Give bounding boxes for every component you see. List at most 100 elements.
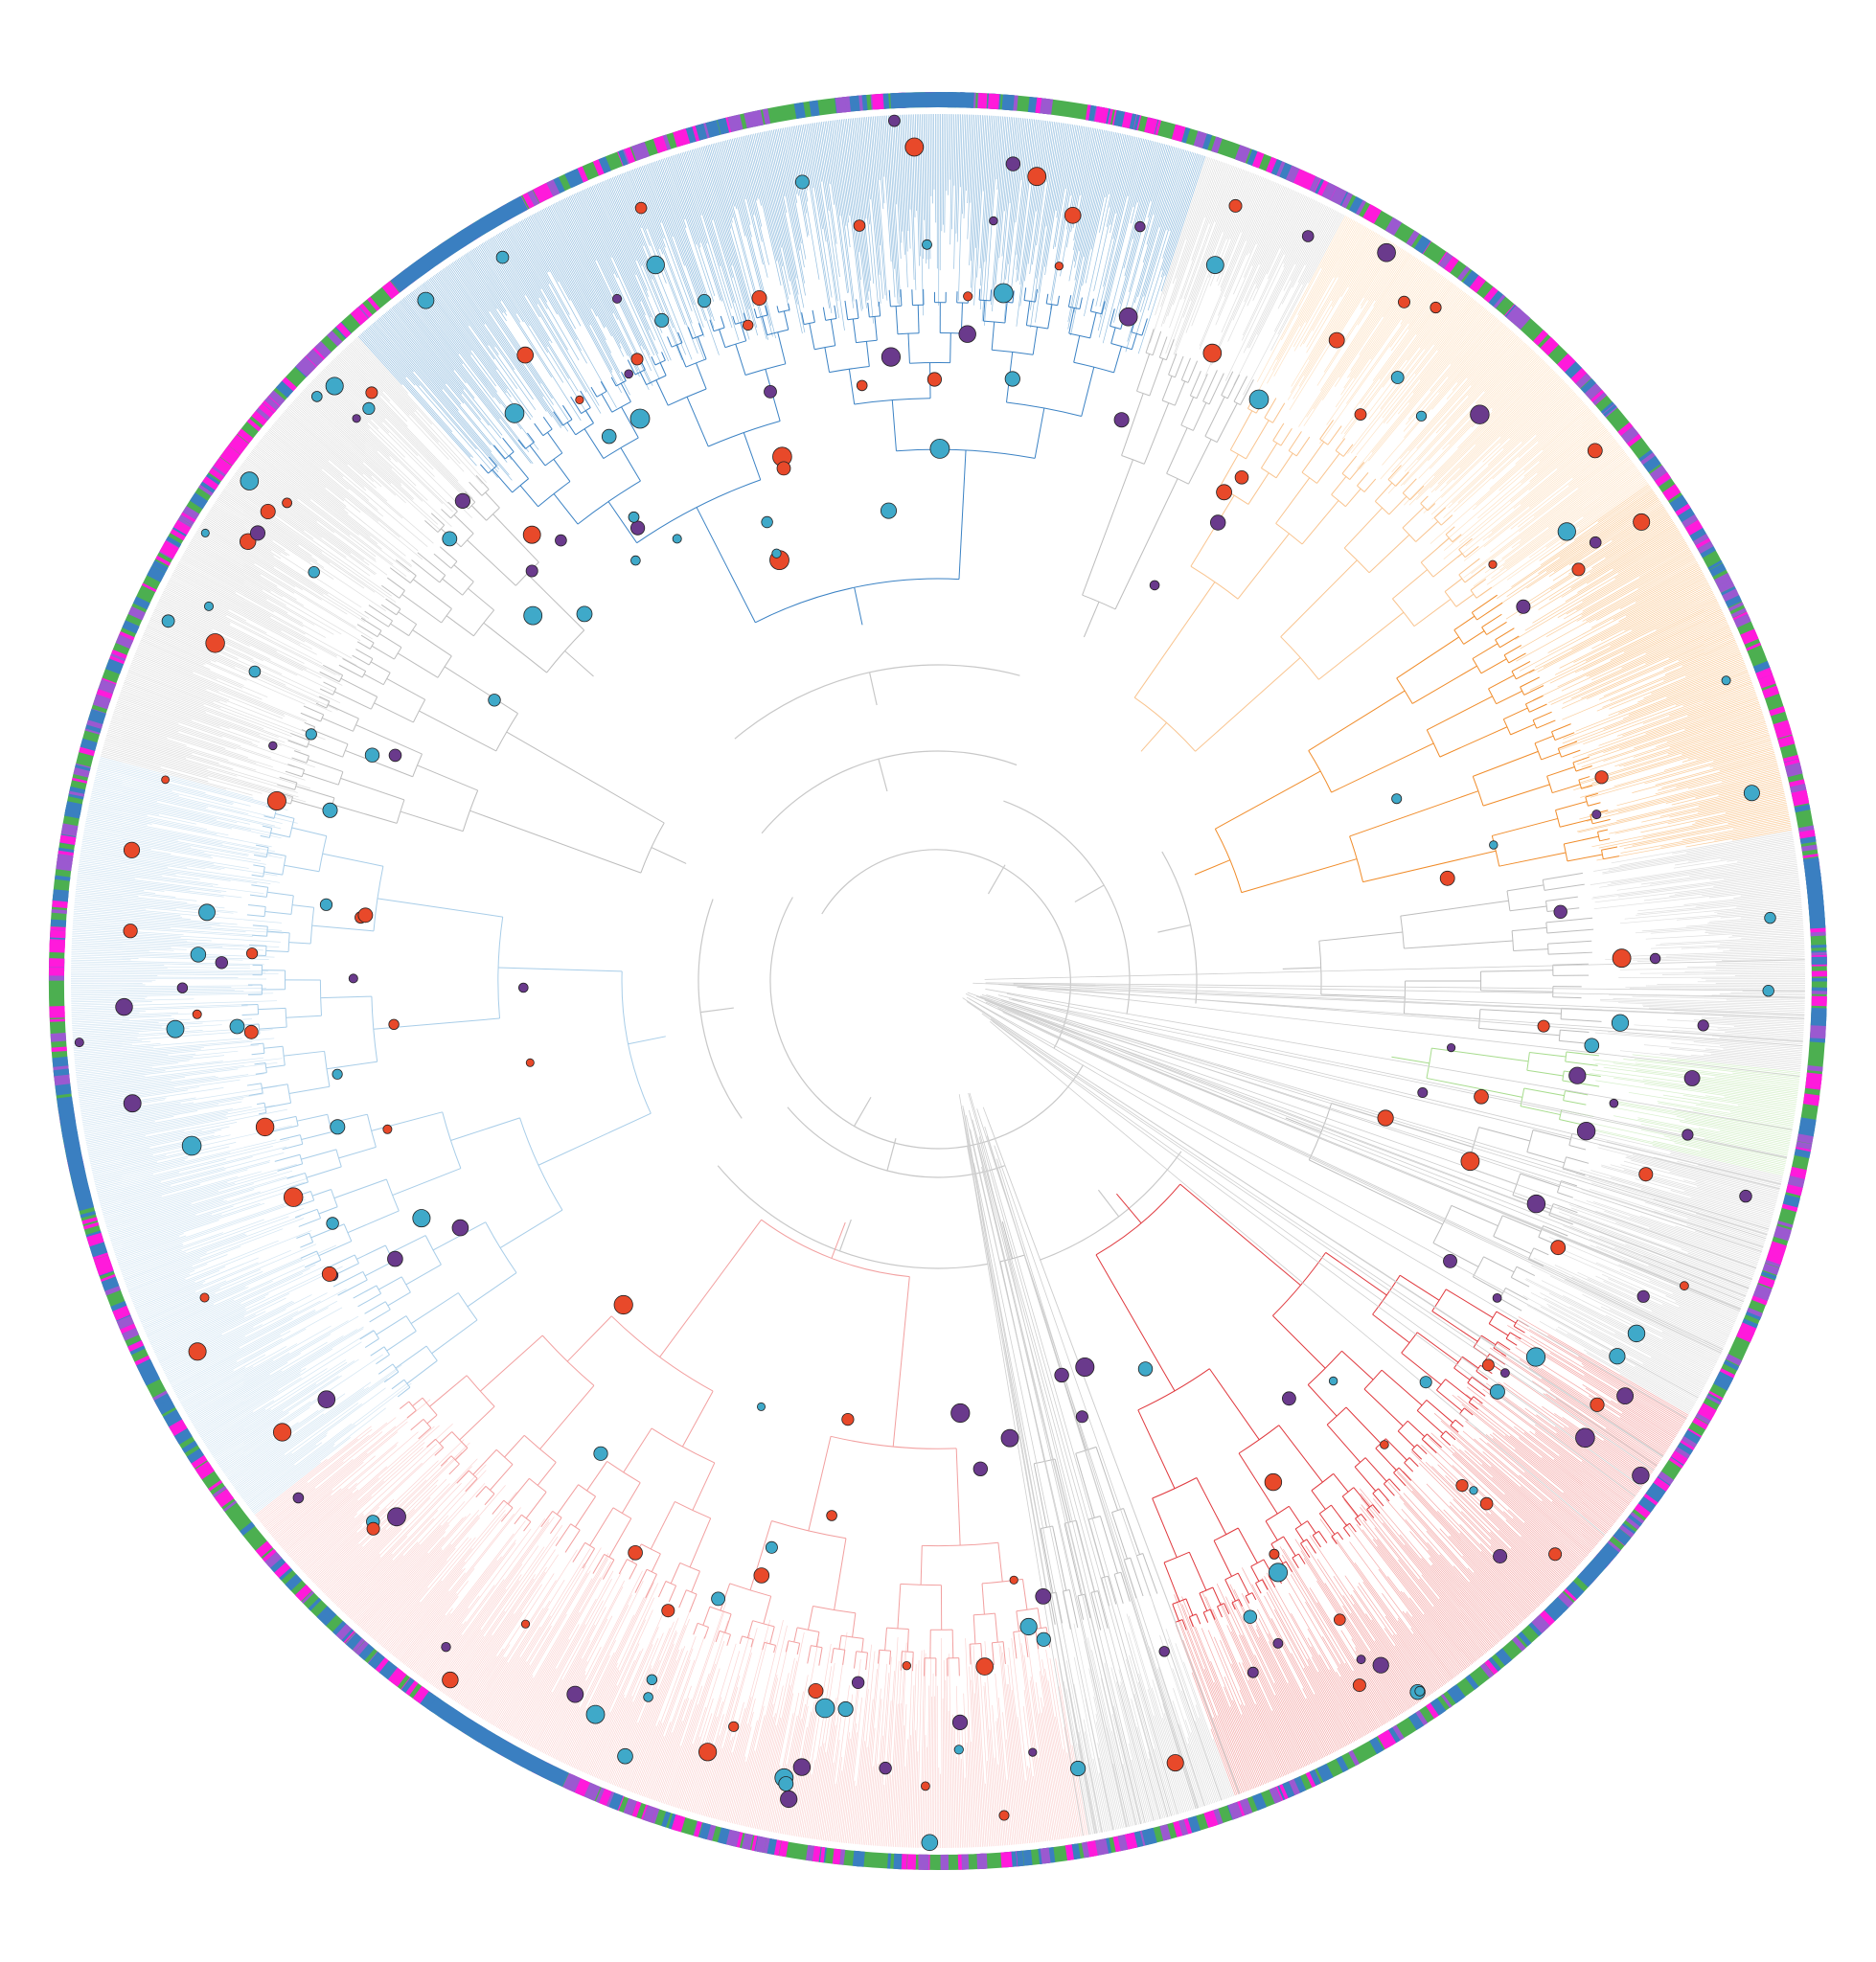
clade-branch — [1427, 503, 1436, 512]
teal-node-marker — [576, 605, 593, 623]
clade-branch — [1426, 1077, 1523, 1098]
purple-node-marker — [1683, 1070, 1701, 1086]
clade-branch — [861, 1638, 864, 1653]
ring-tick — [1664, 487, 1682, 501]
orange-red-node-marker — [1571, 562, 1586, 577]
clade-branch — [242, 1023, 260, 1026]
clade-arc — [1181, 379, 1189, 383]
clade-branch — [1566, 1051, 1599, 1057]
clade-branch — [1107, 1576, 1117, 1605]
ring-tick — [1620, 426, 1639, 444]
clade-branch — [1552, 784, 1581, 794]
ring-block — [891, 92, 970, 109]
ring-tick — [1692, 1417, 1709, 1430]
clade-branch — [284, 1050, 325, 1057]
ring-tick — [1580, 378, 1596, 394]
clade-branch — [301, 1149, 337, 1160]
long-branch — [970, 1129, 1128, 1828]
long-branch — [985, 1001, 1741, 1311]
teal-node-marker — [1743, 785, 1760, 802]
clade-branch — [1195, 657, 1301, 752]
clade-branch — [1301, 441, 1325, 473]
clade-branch — [542, 416, 553, 430]
clade-arc — [829, 366, 870, 374]
ring-tick — [1695, 537, 1711, 549]
teal-node-marker — [330, 1119, 346, 1135]
ring-tick — [1469, 275, 1486, 293]
orange-red-node-marker — [366, 1521, 380, 1536]
clade-branch — [467, 539, 516, 586]
clade-branch — [1158, 336, 1168, 358]
ring-tick — [55, 875, 71, 881]
long-branch — [965, 993, 1723, 1352]
clade-branch — [1309, 1159, 1443, 1225]
purple-node-marker — [517, 982, 529, 993]
ring-tick — [1603, 404, 1617, 417]
clade-arc — [890, 305, 902, 308]
clade-branch — [264, 1102, 291, 1108]
clade-branch — [830, 319, 836, 346]
clade-branch — [689, 1517, 712, 1568]
ring-tick — [163, 540, 179, 552]
teal-node-marker — [248, 665, 262, 678]
clade-branch — [356, 1244, 386, 1260]
clade-arc — [1331, 494, 1346, 508]
ring-tick — [1725, 595, 1742, 608]
clade-branch — [259, 1026, 287, 1030]
clade-branch — [623, 1427, 652, 1473]
clade-branch — [380, 604, 398, 616]
clade-branch — [1513, 1325, 1525, 1334]
clade-branch — [677, 331, 683, 343]
ring-tick — [1642, 455, 1661, 473]
clade-branch — [318, 1241, 353, 1257]
teal-node-marker — [922, 239, 932, 250]
clade-branch — [1166, 427, 1188, 474]
clade-branch — [1509, 905, 1547, 912]
teal-node-marker — [1004, 371, 1020, 387]
orange-red-node-marker — [161, 775, 171, 785]
clade-branch — [459, 1405, 495, 1441]
purple-node-marker — [292, 1492, 305, 1504]
clade-branch — [1084, 1594, 1091, 1619]
clade-arc — [316, 1209, 322, 1219]
teal-node-marker — [1391, 793, 1403, 805]
purple-node-marker — [989, 216, 998, 226]
purple-node-marker — [1028, 1747, 1038, 1757]
clade-branch — [1520, 1173, 1560, 1188]
clade-arc — [263, 1043, 265, 1054]
clade-branch — [824, 347, 831, 373]
clade-branch — [1101, 301, 1106, 314]
clade-branch — [1231, 1602, 1236, 1610]
clade-branch — [526, 573, 585, 631]
clade-arc — [1444, 591, 1457, 607]
clade-branch — [269, 1115, 297, 1123]
ring-tick — [1762, 1263, 1780, 1275]
clade-branch — [1503, 707, 1528, 720]
clade-arc — [1331, 1531, 1338, 1538]
ring-tick — [1462, 270, 1480, 288]
clade-arc — [636, 479, 761, 544]
clade-branch — [1331, 476, 1347, 495]
ring-tick — [1796, 1133, 1814, 1144]
clade-branch — [1306, 1539, 1316, 1554]
orange-red-node-marker — [1590, 1397, 1605, 1412]
clade-branch — [958, 449, 967, 580]
clade-branch — [377, 898, 503, 918]
clade-branch — [1499, 635, 1520, 649]
clade-branch — [602, 1559, 615, 1580]
clade-branch — [785, 1640, 789, 1653]
clade-branch — [1142, 1553, 1158, 1594]
ring-tick — [1740, 628, 1759, 645]
clade-branch — [958, 1657, 960, 1677]
purple-node-marker — [1591, 810, 1602, 820]
clade-arc — [830, 1435, 957, 1449]
clade-branch — [911, 289, 913, 306]
ring-tick — [652, 135, 668, 154]
clade-branch — [355, 724, 423, 755]
clade-branch — [547, 432, 563, 454]
clade-branch — [1152, 331, 1162, 355]
clade-branch — [1461, 1356, 1479, 1369]
clade-branch — [370, 1346, 385, 1357]
clade-branch — [696, 507, 756, 624]
clade-branch — [265, 1064, 286, 1069]
